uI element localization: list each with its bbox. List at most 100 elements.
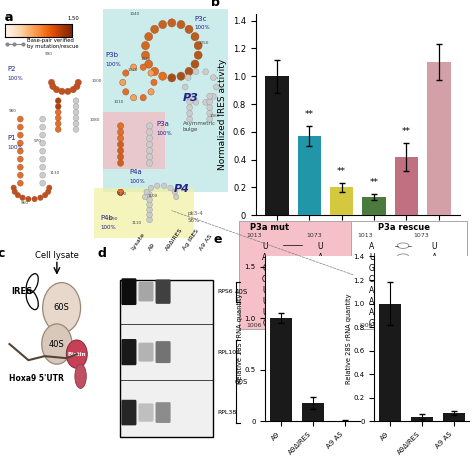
Bar — [443, 413, 465, 421]
Circle shape — [20, 195, 25, 201]
Circle shape — [18, 148, 23, 154]
Text: 100%: 100% — [7, 76, 23, 81]
Text: 1090: 1090 — [107, 217, 118, 221]
Circle shape — [118, 147, 124, 154]
Circle shape — [159, 72, 167, 80]
Text: 1100: 1100 — [147, 194, 157, 198]
Circle shape — [185, 67, 193, 76]
Text: RPS6: RPS6 — [217, 289, 233, 294]
Bar — [427, 62, 450, 215]
Text: 990: 990 — [45, 52, 53, 56]
Circle shape — [118, 190, 124, 195]
FancyBboxPatch shape — [138, 403, 154, 422]
Text: Lysate: Lysate — [130, 232, 146, 251]
Text: U: U — [432, 308, 437, 317]
Text: G: G — [369, 319, 374, 328]
Circle shape — [203, 69, 209, 75]
Text: 1010: 1010 — [114, 100, 124, 104]
Text: **: ** — [370, 179, 379, 187]
Bar — [410, 417, 433, 421]
Text: P3: P3 — [183, 93, 199, 103]
Text: G: G — [262, 275, 268, 284]
Text: 100%: 100% — [105, 62, 120, 67]
Text: G: G — [318, 275, 324, 284]
Bar — [265, 76, 289, 215]
Text: A: A — [432, 253, 437, 262]
Polygon shape — [94, 188, 194, 238]
Text: IRES: IRES — [11, 287, 32, 296]
Text: U: U — [262, 308, 268, 317]
Text: 1110: 1110 — [132, 221, 142, 225]
Text: P3b: P3b — [105, 52, 118, 58]
FancyBboxPatch shape — [155, 279, 171, 304]
Circle shape — [207, 105, 213, 110]
Circle shape — [130, 64, 137, 71]
Circle shape — [120, 79, 126, 86]
Circle shape — [207, 110, 213, 116]
Text: P2: P2 — [7, 66, 16, 72]
Text: 100%: 100% — [194, 25, 210, 30]
Text: A: A — [369, 286, 374, 295]
Circle shape — [187, 105, 192, 110]
Circle shape — [118, 190, 124, 195]
Circle shape — [43, 192, 48, 198]
Polygon shape — [103, 112, 165, 169]
Text: U: U — [432, 286, 437, 295]
Text: pk3-4: pk3-4 — [187, 211, 203, 216]
Text: U: U — [262, 242, 268, 251]
Circle shape — [194, 42, 202, 50]
Text: A9ΔIRES: A9ΔIRES — [164, 227, 184, 251]
Circle shape — [213, 84, 219, 90]
Bar — [120, 279, 213, 437]
Circle shape — [75, 79, 82, 86]
Circle shape — [75, 364, 86, 388]
Text: 1073: 1073 — [413, 233, 429, 238]
Circle shape — [140, 94, 146, 101]
Circle shape — [40, 180, 46, 186]
Text: RPL38: RPL38 — [217, 410, 237, 415]
Circle shape — [73, 121, 79, 127]
Text: Base-pair verified
by mutation/rescue: Base-pair verified by mutation/rescue — [27, 38, 79, 49]
Circle shape — [73, 104, 79, 109]
Text: P4b: P4b — [100, 215, 113, 221]
FancyBboxPatch shape — [138, 282, 154, 301]
Text: 60S: 60S — [54, 303, 70, 312]
Circle shape — [207, 93, 213, 99]
Text: U: U — [262, 286, 268, 295]
Circle shape — [118, 129, 124, 136]
FancyBboxPatch shape — [155, 402, 171, 423]
Text: 60S: 60S — [235, 379, 248, 385]
Text: 1120: 1120 — [116, 191, 127, 196]
Bar — [298, 136, 321, 215]
Text: Ag IRES: Ag IRES — [182, 229, 200, 251]
Text: 1000: 1000 — [91, 79, 102, 83]
Circle shape — [32, 196, 37, 202]
Text: G: G — [318, 319, 324, 328]
Circle shape — [73, 109, 79, 115]
Text: 1060: 1060 — [210, 114, 220, 118]
Text: P1: P1 — [7, 135, 16, 141]
Circle shape — [146, 129, 153, 136]
Circle shape — [55, 109, 61, 115]
Circle shape — [48, 79, 55, 86]
Circle shape — [210, 93, 216, 99]
Text: G: G — [369, 264, 374, 273]
Circle shape — [185, 25, 193, 33]
Text: P3c: P3c — [194, 16, 207, 22]
Circle shape — [146, 202, 153, 208]
Text: **: ** — [402, 127, 411, 136]
Text: A: A — [369, 297, 374, 306]
Circle shape — [18, 164, 23, 170]
Circle shape — [118, 141, 124, 148]
Circle shape — [187, 110, 192, 116]
Circle shape — [40, 172, 46, 178]
Text: 1013: 1013 — [358, 233, 374, 238]
Text: C: C — [262, 319, 267, 328]
Circle shape — [194, 51, 202, 59]
Circle shape — [146, 197, 153, 202]
Text: U: U — [318, 297, 323, 306]
Circle shape — [40, 132, 46, 138]
Circle shape — [40, 140, 46, 146]
Text: C: C — [369, 275, 374, 284]
Circle shape — [146, 160, 153, 166]
